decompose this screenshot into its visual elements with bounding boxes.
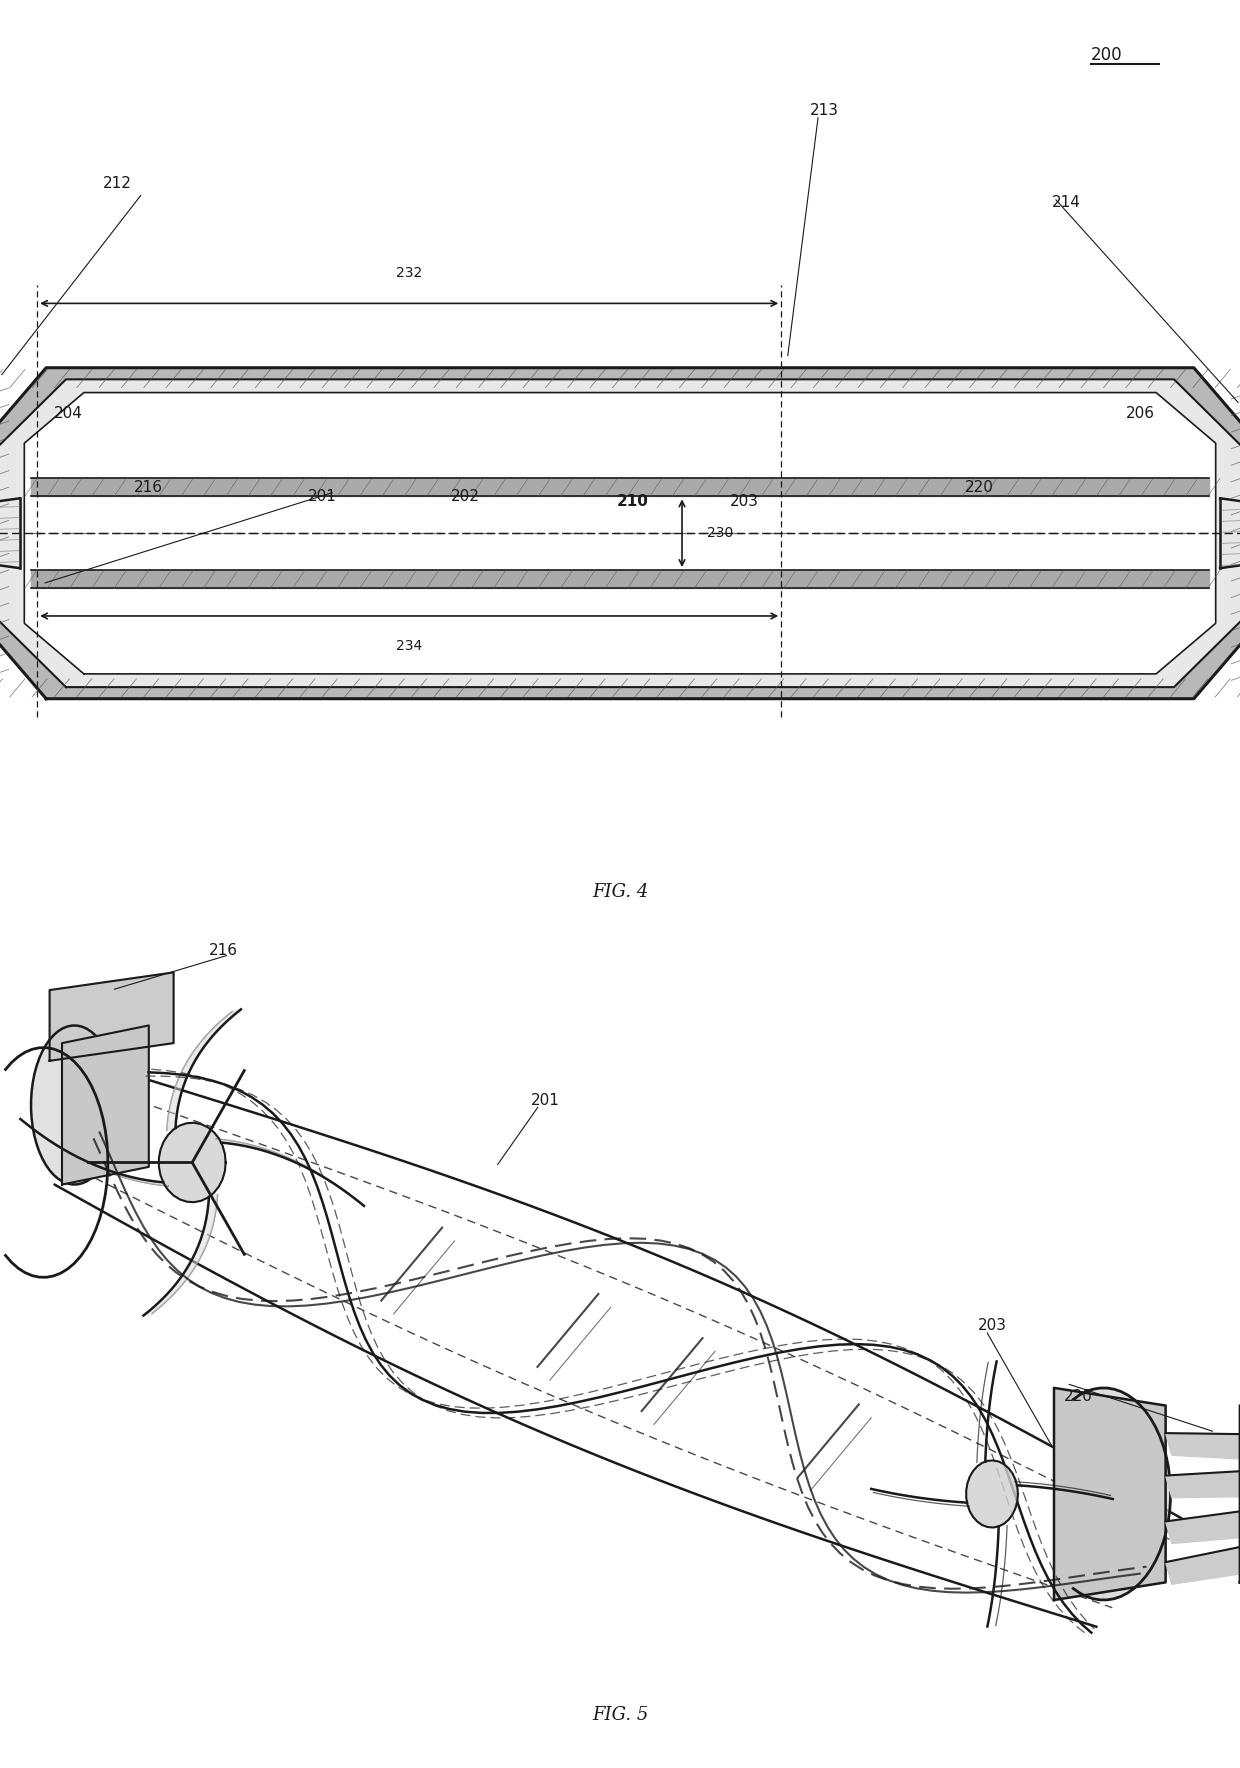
Polygon shape — [0, 368, 1240, 698]
Polygon shape — [1166, 1469, 1240, 1497]
Text: 212: 212 — [103, 177, 133, 191]
Polygon shape — [1073, 1388, 1171, 1600]
Text: 204: 204 — [53, 407, 83, 421]
Text: 232: 232 — [396, 267, 423, 281]
Text: 220: 220 — [965, 479, 994, 495]
Polygon shape — [216, 1139, 365, 1206]
Text: 203: 203 — [729, 493, 759, 509]
Polygon shape — [20, 1119, 169, 1186]
Text: 206: 206 — [1126, 407, 1156, 421]
Text: 200: 200 — [1091, 46, 1123, 64]
Text: 216: 216 — [208, 942, 238, 958]
Polygon shape — [25, 392, 1215, 674]
Polygon shape — [62, 1025, 149, 1185]
Text: 230: 230 — [707, 527, 733, 541]
Text: 213: 213 — [810, 103, 839, 118]
Polygon shape — [0, 380, 1240, 688]
Polygon shape — [1054, 1388, 1166, 1600]
Text: FIG. 5: FIG. 5 — [591, 1706, 649, 1724]
Text: 201: 201 — [531, 1093, 560, 1109]
Polygon shape — [31, 477, 1209, 497]
Polygon shape — [50, 972, 174, 1061]
Text: FIG. 4: FIG. 4 — [591, 882, 649, 900]
Text: 210: 210 — [616, 493, 649, 509]
Text: 201: 201 — [308, 490, 337, 504]
Polygon shape — [31, 1025, 100, 1185]
Polygon shape — [1166, 1434, 1240, 1460]
Polygon shape — [159, 1123, 226, 1202]
Text: 220: 220 — [1064, 1390, 1094, 1404]
Polygon shape — [144, 1195, 217, 1315]
Text: 214: 214 — [1052, 194, 1081, 210]
Polygon shape — [31, 569, 1209, 589]
Polygon shape — [1166, 1542, 1240, 1584]
Text: 203: 203 — [977, 1319, 1007, 1333]
Polygon shape — [966, 1460, 1018, 1528]
Polygon shape — [167, 1010, 241, 1130]
Polygon shape — [31, 497, 1209, 569]
Text: 234: 234 — [396, 638, 423, 652]
Text: 202: 202 — [450, 490, 480, 504]
Text: 216: 216 — [134, 479, 164, 495]
Polygon shape — [1166, 1508, 1240, 1543]
